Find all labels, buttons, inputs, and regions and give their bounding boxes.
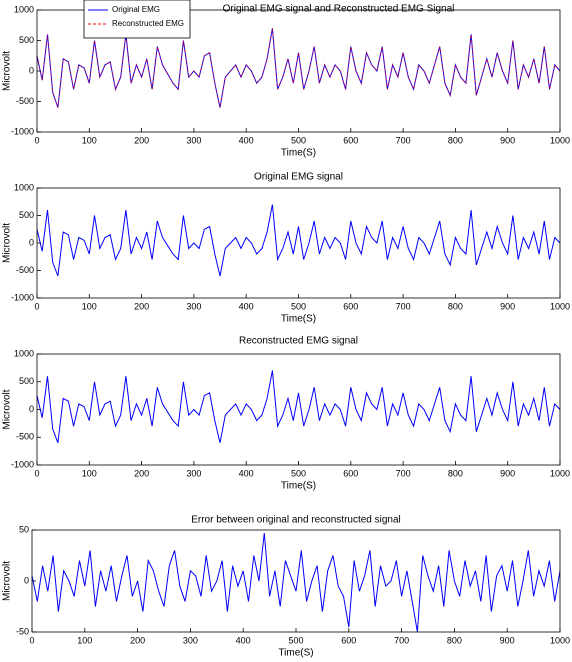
- x-tick-label: 700: [396, 135, 411, 145]
- x-tick-label: 0: [34, 301, 39, 311]
- chart-title: Error between original and reconstructed…: [191, 515, 401, 526]
- x-tick-label: 400: [236, 635, 251, 645]
- x-tick-label: 900: [500, 135, 515, 145]
- y-tick-label: 50: [19, 524, 29, 534]
- y-axis-label: Microvolt: [2, 223, 13, 263]
- y-tick-label: -1000: [11, 292, 34, 302]
- y-tick-label: -50: [16, 626, 29, 636]
- x-tick-label: 800: [448, 468, 463, 478]
- x-tick-label: 1000: [550, 468, 570, 478]
- x-axis-label: Time(S): [281, 148, 316, 159]
- x-tick-label: 600: [341, 635, 356, 645]
- plot-frame: [36, 187, 561, 299]
- y-tick-label: -500: [16, 432, 34, 442]
- x-tick-label: 500: [291, 468, 306, 478]
- legend-box: [83, 0, 191, 39]
- y-tick-label: -500: [16, 96, 34, 106]
- x-tick-label: 800: [448, 301, 463, 311]
- y-tick-label: 0: [24, 575, 29, 585]
- x-tick-label: 200: [134, 301, 149, 311]
- x-tick-label: 100: [82, 468, 97, 478]
- y-tick-label: 500: [19, 376, 34, 386]
- x-tick-label: 800: [448, 135, 463, 145]
- x-tick-label: 300: [183, 635, 198, 645]
- series-line: [36, 28, 561, 108]
- x-tick-label: 200: [130, 635, 145, 645]
- x-tick-label: 100: [82, 301, 97, 311]
- y-tick-label: -1000: [11, 126, 34, 136]
- x-tick-label: 0: [34, 468, 39, 478]
- x-axis-label: Time(S): [278, 648, 313, 659]
- y-tick-label: 0: [29, 65, 34, 75]
- legend-label: Original EMG: [112, 5, 160, 14]
- x-tick-label: 900: [500, 635, 515, 645]
- y-tick-label: -1000: [11, 459, 34, 469]
- y-axis-label: Microvolt: [2, 389, 13, 429]
- y-tick-label: 0: [29, 237, 34, 247]
- y-axis-label: Microvolt: [2, 561, 13, 601]
- series-line: [36, 28, 561, 108]
- y-tick-label: 1000: [14, 182, 34, 192]
- x-tick-label: 300: [186, 468, 201, 478]
- x-tick-label: 400: [239, 468, 254, 478]
- y-tick-label: 0: [29, 404, 34, 414]
- x-tick-label: 100: [82, 135, 97, 145]
- x-tick-label: 500: [291, 301, 306, 311]
- chart-title: Reconstructed EMG signal: [239, 336, 358, 347]
- x-tick-label: 400: [239, 135, 254, 145]
- x-tick-label: 700: [394, 635, 409, 645]
- x-tick-label: 1000: [550, 635, 570, 645]
- y-tick-label: 500: [19, 35, 34, 45]
- x-tick-label: 500: [291, 135, 306, 145]
- x-tick-label: 700: [396, 301, 411, 311]
- x-tick-label: 600: [343, 135, 358, 145]
- x-axis-label: Time(S): [281, 314, 316, 325]
- x-tick-label: 400: [239, 301, 254, 311]
- chart-title: Original EMG signal and Reconstructed EM…: [223, 4, 455, 15]
- y-tick-label: -500: [16, 265, 34, 275]
- x-tick-label: 0: [34, 135, 39, 145]
- x-tick-label: 300: [186, 301, 201, 311]
- x-tick-label: 300: [186, 135, 201, 145]
- x-tick-label: 100: [77, 635, 92, 645]
- y-tick-label: 500: [19, 210, 34, 220]
- x-tick-label: 200: [134, 468, 149, 478]
- x-tick-label: 600: [343, 301, 358, 311]
- plot-frame: [31, 529, 561, 633]
- x-tick-label: 1000: [550, 135, 570, 145]
- legend-label: Reconstructed EMG: [112, 19, 184, 28]
- y-tick-label: 1000: [14, 348, 34, 358]
- x-tick-label: 0: [29, 635, 34, 645]
- series-line: [31, 533, 561, 633]
- x-tick-label: 500: [288, 635, 303, 645]
- x-tick-label: 700: [396, 468, 411, 478]
- series-line: [36, 204, 561, 277]
- x-axis-label: Time(S): [281, 481, 316, 492]
- y-tick-label: 1000: [14, 4, 34, 14]
- x-tick-label: 600: [343, 468, 358, 478]
- series-line: [36, 370, 561, 443]
- x-tick-label: 1000: [550, 301, 570, 311]
- x-tick-label: 900: [500, 468, 515, 478]
- plot-frame: [36, 353, 561, 466]
- y-axis-label: Microvolt: [2, 51, 13, 91]
- chart-title: Original EMG signal: [254, 172, 343, 183]
- x-tick-label: 800: [447, 635, 462, 645]
- x-tick-label: 900: [500, 301, 515, 311]
- x-tick-label: 200: [134, 135, 149, 145]
